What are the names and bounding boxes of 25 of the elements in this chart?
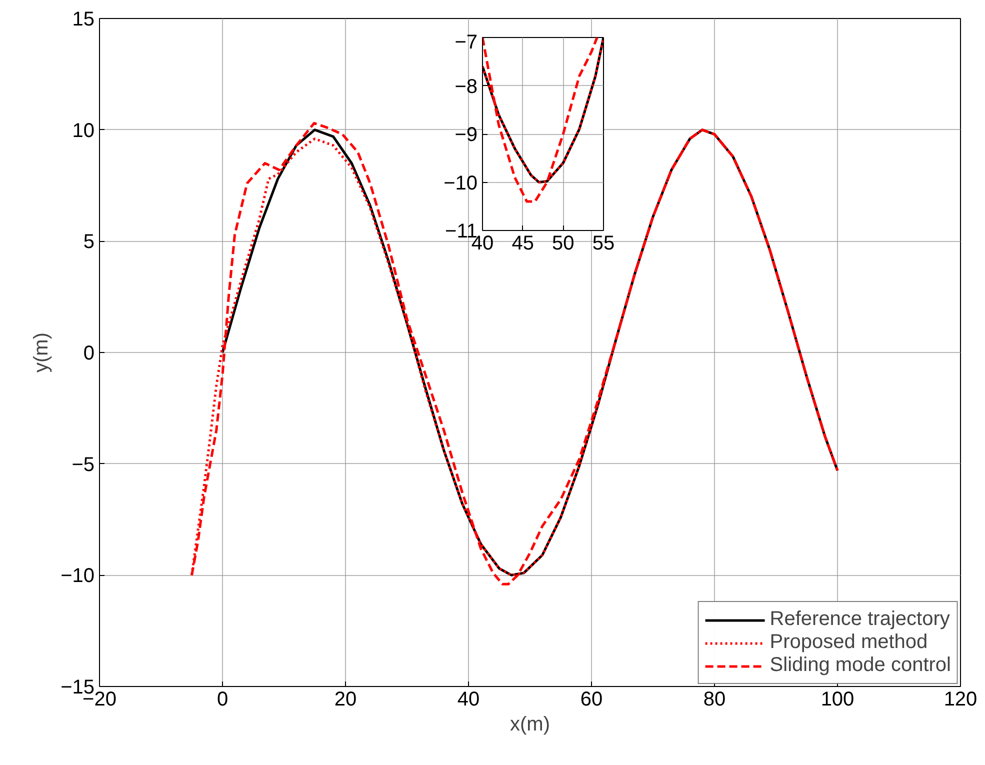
x-tick-label: 55 (592, 232, 615, 254)
y-tick-label: −7 (454, 32, 478, 54)
legend-label: Sliding mode control (770, 654, 951, 677)
x-tick-label: 80 (703, 688, 726, 710)
y-tick-label: 0 (83, 342, 94, 364)
x-axis-title: x(m) (510, 714, 550, 736)
y-tick-label: 5 (83, 231, 94, 254)
y-tick-label: 15 (72, 8, 95, 30)
x-tick-label: 40 (457, 688, 480, 710)
x-tick-label: 60 (580, 688, 603, 710)
y-tick-label: 10 (72, 120, 95, 142)
x-tick-label: 50 (552, 232, 574, 254)
y-tick-label: −8 (454, 76, 478, 98)
y-tick-label: −5 (72, 454, 95, 476)
y-tick-label: −9 (454, 124, 478, 146)
x-tick-label: 0 (216, 688, 228, 710)
x-tick-label: 20 (334, 688, 357, 710)
x-tick-label: 120 (944, 688, 978, 710)
y-tick-label: −10 (60, 565, 95, 588)
x-tick-label: 45 (512, 232, 534, 254)
legend-label: Reference trajectory (770, 608, 950, 631)
legend-label: Proposed method (770, 631, 928, 654)
y-tick-label: −10 (444, 172, 478, 194)
x-tick-label: 100 (820, 688, 854, 710)
y-axis-title: y(m) (30, 332, 53, 372)
